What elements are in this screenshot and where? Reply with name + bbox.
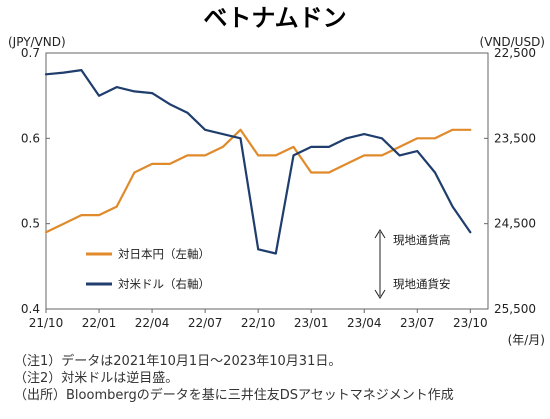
left-axis-unit: (JPY/VND) (8, 35, 66, 49)
x-tick-label: 22/04 (135, 316, 170, 330)
data-point-jpy (257, 154, 260, 157)
data-point-usd (416, 150, 419, 153)
data-point-usd (204, 128, 207, 131)
data-point-usd (221, 133, 224, 136)
series-layer (44, 69, 472, 255)
data-point-jpy (292, 146, 295, 148)
x-tick-label: 22/07 (188, 316, 223, 330)
data-point-jpy (45, 231, 47, 234)
note-2: （注2）対米ドルは逆目盛。 (14, 371, 179, 386)
data-point-jpy (328, 171, 330, 174)
data-point-jpy (133, 171, 136, 174)
data-point-usd (363, 133, 366, 136)
data-point-usd (80, 69, 83, 71)
data-point-jpy (381, 154, 383, 157)
x-axis-ticks: 21/10 22/01 22/04 22/07 22/10 23/01 23/04 23/07… (29, 309, 488, 330)
data-point-usd (328, 146, 330, 148)
data-point-jpy (398, 146, 401, 148)
data-point-usd (186, 111, 189, 114)
right-axis-unit: (VND/USD) (480, 35, 545, 49)
arrow-down-head (374, 289, 386, 299)
data-point-jpy (416, 137, 419, 140)
right-tick-label: 22,500 (494, 46, 536, 60)
note-3: （出所）Bloombergのデータを基に三井住友DSアセットマネジメント作成 (14, 388, 454, 403)
x-tick-label: 22/01 (82, 316, 117, 330)
data-point-jpy (469, 128, 472, 131)
data-point-jpy (451, 128, 454, 131)
annotation-appreciation: 現地通貨高 (393, 233, 451, 247)
right-tick-label: 23,500 (494, 131, 536, 145)
right-tick-label: 25,500 (494, 302, 536, 316)
data-point-usd (434, 171, 436, 174)
data-point-usd (274, 252, 277, 255)
data-point-usd (257, 248, 260, 251)
data-point-usd (381, 137, 383, 140)
data-point-usd (133, 90, 136, 93)
data-point-jpy (345, 163, 348, 165)
chart-title: ベトナムドン (203, 4, 346, 32)
left-tick-label: 0.5 (21, 217, 40, 231)
data-point-usd (292, 154, 295, 157)
data-point-jpy (168, 163, 171, 165)
x-tick-label: 23/10 (453, 316, 488, 330)
data-point-usd (115, 86, 118, 88)
data-point-usd (469, 231, 472, 234)
data-point-jpy (98, 214, 100, 217)
data-point-usd (398, 154, 401, 157)
data-point-jpy (80, 214, 83, 217)
data-point-jpy (239, 128, 242, 131)
data-point-jpy (221, 146, 224, 148)
right-axis-ticks: 22,500 23,500 24,500 25,500 (484, 46, 536, 316)
data-point-jpy (310, 171, 313, 174)
chart: ベトナムドン (JPY/VND) (VND/USD) 0.70.60.50.4 … (8, 4, 545, 347)
data-point-usd (451, 205, 454, 208)
x-tick-label: 23/01 (294, 316, 329, 330)
x-tick-label: 22/10 (241, 316, 276, 330)
left-tick-label: 0.4 (21, 302, 40, 316)
data-point-usd (168, 103, 171, 106)
left-tick-label: 0.6 (21, 131, 40, 145)
data-point-jpy (115, 205, 118, 208)
x-tick-label: 21/10 (29, 316, 64, 330)
data-point-jpy (151, 163, 154, 165)
x-tick-label: 23/04 (347, 316, 382, 330)
data-point-usd (345, 137, 348, 140)
legend-label-jpy: 対日本円（左軸） (118, 247, 210, 261)
left-tick-label: 0.7 (21, 46, 40, 60)
data-point-jpy (274, 154, 277, 157)
series-line-jpy (44, 128, 472, 234)
x-axis-unit: (年/月) (508, 333, 545, 347)
note-1: （注1）データは2021年10月1日～2023年10月31日。 (14, 354, 342, 369)
data-point-usd (62, 71, 65, 74)
data-point-jpy (62, 222, 65, 225)
x-tick-label: 23/07 (400, 316, 435, 330)
data-point-usd (98, 94, 100, 97)
plot-frame (45, 52, 489, 310)
legend-label-usd: 対米ドル（右軸） (118, 277, 210, 291)
data-point-usd (239, 137, 242, 140)
data-point-usd (310, 146, 313, 148)
series-line-usd (44, 69, 472, 255)
data-point-jpy (434, 137, 436, 140)
data-point-jpy (204, 154, 207, 157)
right-tick-label: 24,500 (494, 217, 536, 231)
annotation-depreciation: 現地通貨安 (393, 277, 451, 291)
notes: （注1）データは2021年10月1日～2023年10月31日。 （注2）対米ドル… (14, 353, 544, 404)
data-point-usd (45, 73, 47, 76)
data-point-usd (151, 92, 154, 94)
arrow-up-head (374, 229, 386, 239)
data-point-jpy (363, 154, 366, 157)
left-axis-ticks: 0.7 0.6 0.5 0.4 (21, 46, 50, 316)
data-point-jpy (186, 154, 189, 157)
